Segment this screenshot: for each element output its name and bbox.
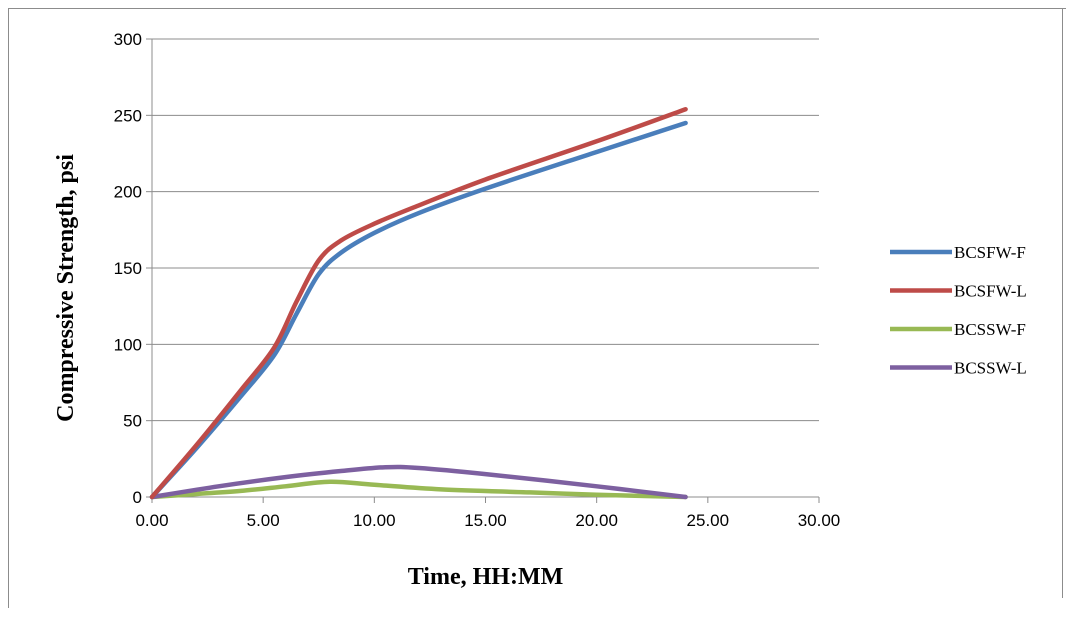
series-line-bcsfw-f (149, 120, 688, 500)
y-tick-label: 0 (133, 488, 142, 507)
axes: 0 50 100 150 200 250 300 0.00 5.00 10.00 15.00 20.0… (114, 30, 841, 530)
frame-border-top (8, 8, 1066, 9)
y-tick-label: 50 (123, 412, 142, 431)
series-line-bcssw-f (149, 479, 688, 500)
y-tick-label: 300 (114, 30, 142, 49)
y-axis-title: Compressive Strength, psi (53, 154, 79, 422)
x-tick-label: 5.00 (247, 511, 280, 530)
y-tick-label: 200 (114, 183, 142, 202)
legend-label-bcsfw-l: BCSFW-L (954, 282, 1027, 301)
series-lines (149, 106, 688, 500)
y-tick-label: 150 (114, 259, 142, 278)
y-tick-label: 250 (114, 106, 142, 125)
grid-lines (152, 38, 819, 422)
x-tick-label: 15.00 (464, 511, 507, 530)
legend: BCSFW-F BCSFW-L BCSSW-F BCSSW-L (890, 243, 1027, 378)
frame-border-left (8, 8, 9, 608)
y-tick-label: 100 (114, 335, 142, 354)
legend-label-bcssw-l: BCSSW-L (954, 359, 1027, 378)
legend-label-bcsfw-f: BCSFW-F (954, 243, 1026, 262)
x-axis-title: Time, HH:MM (408, 564, 564, 590)
x-tick-label: 10.00 (353, 511, 396, 530)
x-tick-label: 20.00 (575, 511, 618, 530)
series-line-bcsfw-l (149, 106, 688, 500)
legend-label-bcssw-f: BCSSW-F (954, 320, 1026, 339)
x-tick-label: 30.00 (798, 511, 841, 530)
x-tick-label: 25.00 (687, 511, 730, 530)
x-tick-label: 0.00 (135, 511, 168, 530)
frame-border-right (1062, 8, 1063, 598)
series-line-bcssw-l (149, 464, 688, 500)
